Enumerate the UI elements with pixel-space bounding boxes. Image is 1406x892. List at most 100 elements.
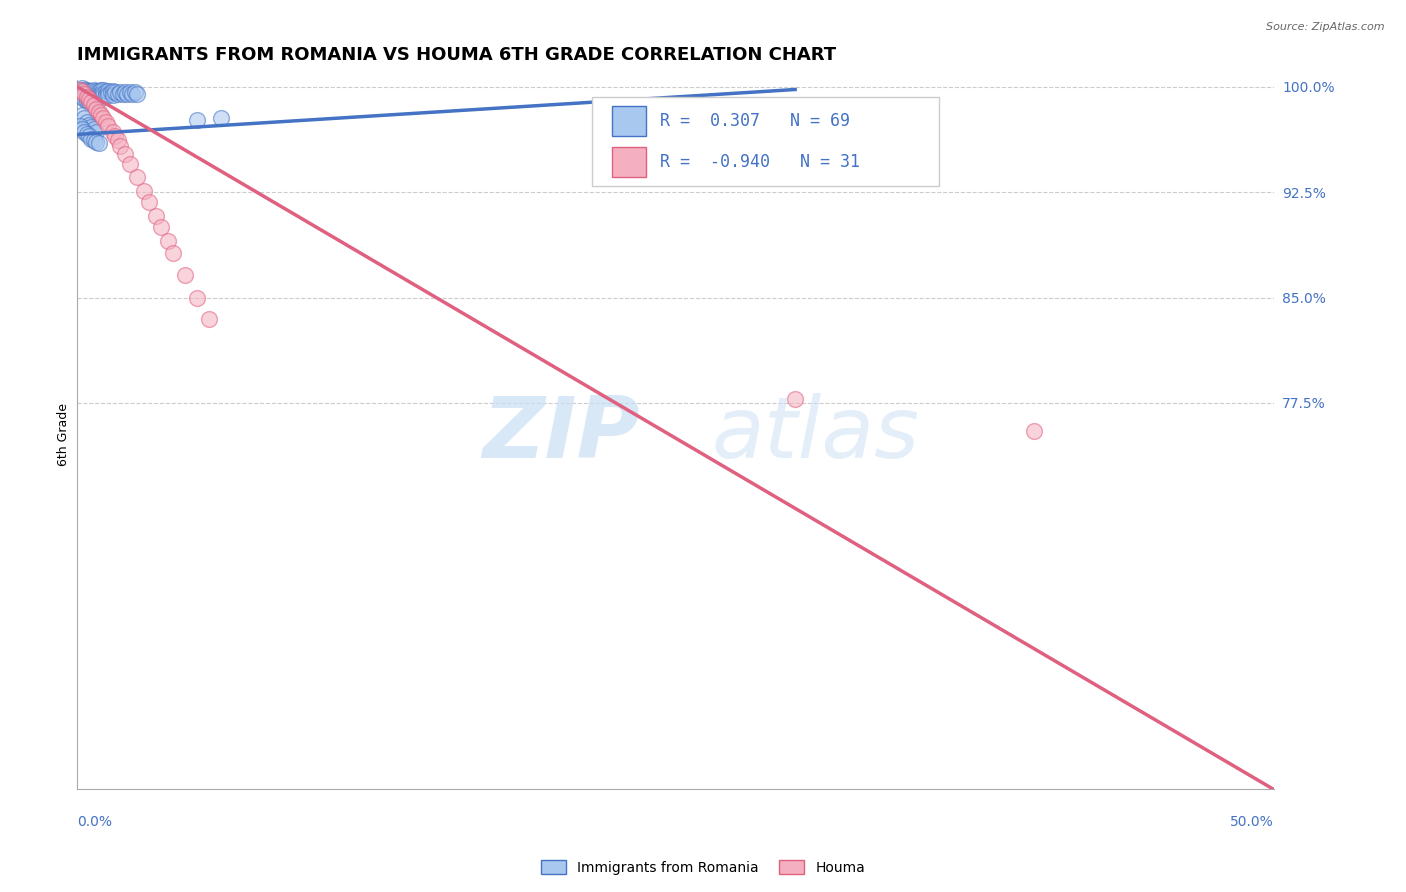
Point (209, 111, 232, 125)
Point (186, 113, 208, 128)
Point (97, 84, 120, 98)
Point (84, 125, 107, 139)
Point (69, 82, 91, 96)
Point (69, 119, 91, 133)
Point (134, 184, 156, 198)
Point (80, 131, 103, 145)
Point (69, 82, 91, 96)
Point (90, 108, 112, 122)
Point (73, 87, 96, 101)
Point (100, 85, 122, 99)
Text: ZIP: ZIP (482, 393, 640, 476)
FancyBboxPatch shape (612, 106, 645, 136)
Point (90, 87, 112, 101)
Point (104, 85, 127, 99)
Point (94, 115, 117, 129)
Point (80, 88, 103, 103)
Point (73, 82, 96, 96)
Point (83, 89, 105, 103)
Point (107, 87, 129, 101)
Point (77, 128, 100, 143)
Point (76, 128, 98, 142)
Point (77, 118, 100, 132)
Legend: Immigrants from Romania, Houma: Immigrants from Romania, Houma (536, 855, 870, 880)
Point (84, 102, 107, 116)
Text: Source: ZipAtlas.com: Source: ZipAtlas.com (1267, 22, 1385, 32)
Point (70, 121, 93, 136)
Point (101, 88, 124, 103)
FancyBboxPatch shape (612, 147, 645, 178)
Point (77, 91, 100, 105)
Point (785, 392, 807, 406)
Point (125, 87, 148, 101)
Point (90, 91, 112, 105)
Point (76, 82, 98, 96)
Point (76, 85, 98, 99)
Point (108, 138, 131, 153)
Text: R =  0.307   N = 69: R = 0.307 N = 69 (659, 112, 849, 130)
Point (157, 235, 180, 249)
Point (84, 92, 107, 106)
Point (114, 147, 136, 161)
Point (118, 85, 141, 99)
Point (83, 82, 105, 96)
Point (70, 89, 93, 103)
Point (70, 81, 93, 95)
Point (125, 169, 148, 184)
Point (97, 88, 120, 103)
Point (83, 121, 105, 136)
Point (76, 89, 98, 103)
Point (121, 87, 143, 101)
FancyBboxPatch shape (592, 97, 939, 186)
Point (80, 95, 103, 110)
Point (80, 92, 103, 106)
Point (70, 84, 93, 98)
Point (93, 87, 115, 101)
Point (77, 87, 100, 101)
Point (173, 268, 195, 282)
Point (73, 92, 96, 106)
Point (80, 120, 103, 135)
Point (149, 220, 172, 235)
Point (87, 88, 110, 103)
Point (107, 133, 129, 147)
Point (70, 108, 93, 122)
Point (83, 87, 105, 101)
Point (197, 311, 219, 326)
Point (69, 87, 91, 101)
Y-axis label: 6th Grade: 6th Grade (58, 403, 70, 466)
Point (162, 245, 184, 260)
Point (90, 82, 112, 96)
Point (87, 105, 110, 120)
Point (114, 85, 136, 99)
Point (145, 209, 167, 223)
Point (73, 88, 96, 103)
Point (101, 125, 124, 139)
Point (1024, 424, 1046, 438)
Point (73, 111, 96, 125)
Point (83, 94, 105, 108)
Text: IMMIGRANTS FROM ROMANIA VS HOUMA 6TH GRADE CORRELATION CHART: IMMIGRANTS FROM ROMANIA VS HOUMA 6TH GRA… (77, 46, 837, 64)
Point (93, 111, 115, 125)
Point (83, 133, 105, 147)
Point (84, 84, 107, 98)
Point (101, 84, 124, 98)
Point (186, 291, 208, 305)
Point (73, 85, 96, 99)
Point (76, 115, 98, 129)
Point (77, 84, 100, 98)
Point (76, 89, 98, 103)
Point (77, 95, 100, 110)
Point (104, 128, 127, 143)
Point (80, 84, 103, 98)
Text: 50.0%: 50.0% (1230, 814, 1274, 829)
Point (118, 157, 141, 171)
Point (77, 92, 100, 106)
Text: atlas: atlas (711, 393, 920, 476)
Point (76, 94, 98, 108)
Text: R =  -0.940   N = 31: R = -0.940 N = 31 (659, 153, 860, 171)
Point (70, 84, 93, 98)
Point (87, 136, 110, 150)
Point (84, 88, 107, 103)
Point (97, 119, 120, 133)
